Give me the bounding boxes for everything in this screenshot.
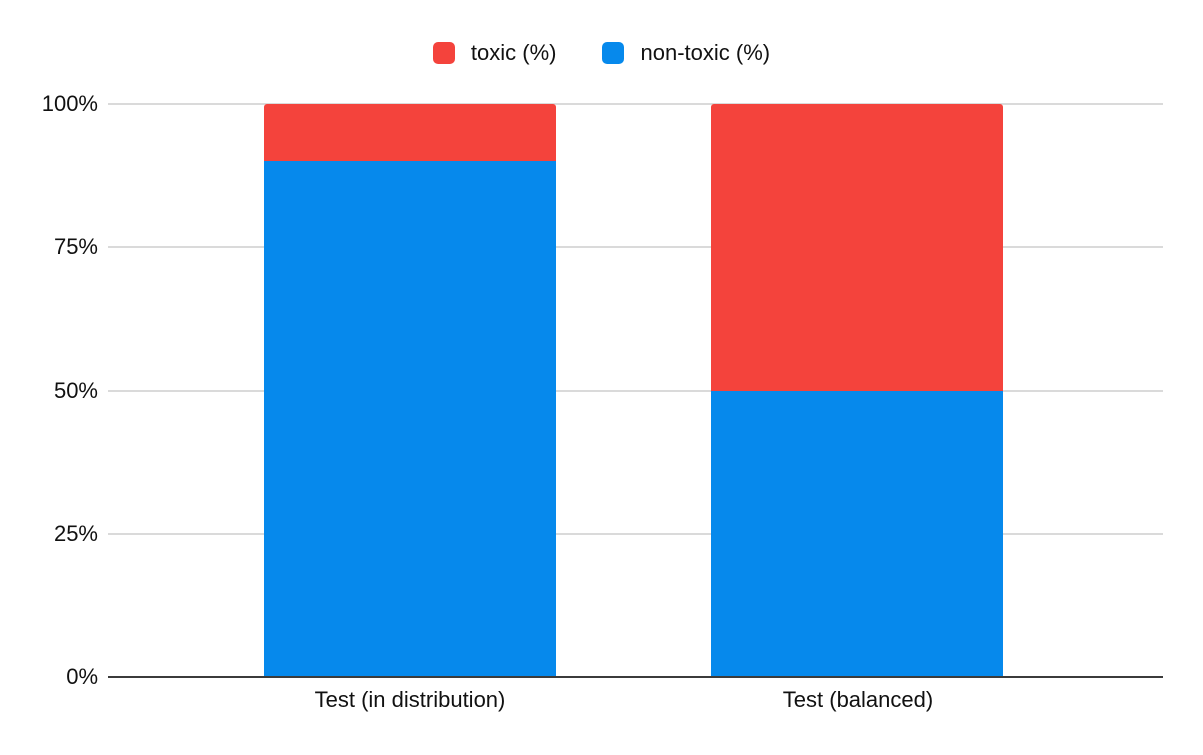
y-tick-100: 100%: [41, 91, 98, 116]
bar-0-segment-non-toxic[interactable]: [263, 161, 556, 677]
legend: toxic (%) non-toxic (%): [0, 40, 1203, 66]
y-tick-0: 0%: [66, 664, 98, 689]
legend-swatch-non-toxic: [602, 42, 625, 64]
gridline-25: [108, 532, 1163, 535]
plot-area: [108, 103, 1163, 678]
y-tick-25: 25%: [53, 521, 98, 546]
legend-item-toxic[interactable]: toxic (%): [432, 40, 557, 66]
x-label-test-in-distribution: Test (in distribution): [314, 687, 506, 712]
bar-1-segment-toxic[interactable]: [710, 104, 1004, 391]
gridline-100: [108, 103, 1163, 105]
legend-swatch-toxic: [432, 42, 455, 64]
y-tick-75: 75%: [53, 234, 98, 259]
bar-0[interactable]: [263, 104, 556, 677]
legend-label-non-toxic: non-toxic (%): [640, 40, 771, 65]
legend-label-toxic: toxic (%): [470, 40, 557, 65]
gridline-50: [108, 389, 1163, 392]
legend-item-non-toxic[interactable]: non-toxic (%): [602, 40, 770, 66]
bar-1-segment-non-toxic[interactable]: [710, 390, 1004, 677]
bar-1[interactable]: [710, 104, 1004, 677]
x-axis-line: [108, 676, 1163, 678]
gridline-75: [108, 246, 1163, 249]
y-tick-50: 50%: [53, 378, 98, 403]
x-label-test-balanced: Test (balanced): [782, 687, 934, 712]
bar-0-segment-toxic[interactable]: [263, 104, 556, 162]
